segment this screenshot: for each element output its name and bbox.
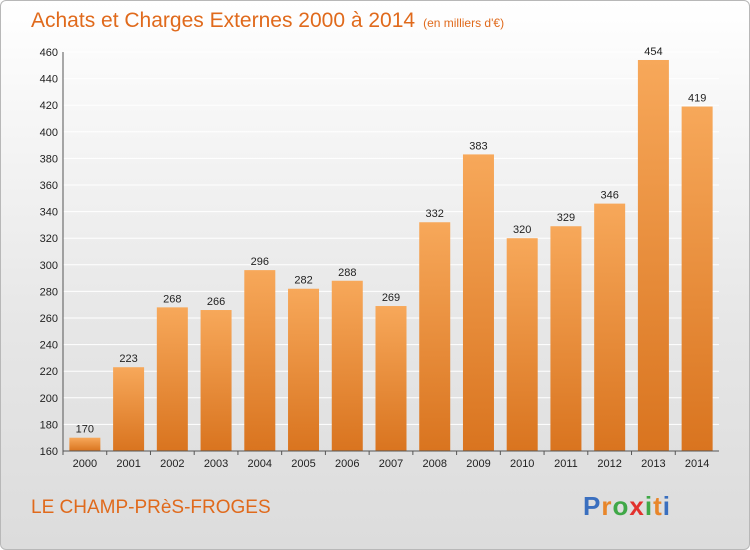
logo-letter: x [629, 491, 645, 521]
x-tick-label: 2006 [335, 458, 359, 470]
bar [200, 310, 232, 451]
chart-title-text: Achats et Charges Externes 2000 à 2014 [31, 9, 416, 32]
bar [637, 59, 669, 451]
bar [244, 270, 276, 451]
y-tick-label: 160 [40, 446, 58, 458]
axes [62, 52, 719, 452]
y-tick-label: 220 [40, 366, 58, 378]
x-tick-labels: 2000 2001 2002 2003 2004 2005 2006 2007 2008 2009… [62, 451, 709, 470]
value-label: 329 [557, 212, 575, 224]
y-tick-label: 200 [40, 393, 58, 405]
y-tick-label: 340 [40, 207, 58, 219]
bar [69, 437, 101, 451]
y-tick-label: 180 [40, 419, 58, 431]
y-tick-label: 420 [40, 100, 58, 112]
logo-letter: P [583, 491, 602, 521]
bars [69, 59, 713, 451]
value-label: 223 [119, 353, 137, 365]
logo-letter: i [662, 491, 671, 521]
x-tick-label: 2002 [160, 458, 184, 470]
logo-letter: r [601, 491, 613, 521]
bar [288, 288, 320, 451]
value-label: 419 [688, 93, 706, 105]
bar [331, 280, 363, 451]
value-label: 454 [644, 46, 662, 58]
bar [681, 106, 713, 451]
bar [375, 306, 407, 451]
y-tick-labels: 160 180 200 220 240 260 280 300 320 340 360 380 400 4… [40, 47, 58, 458]
x-tick-label: 2009 [466, 458, 490, 470]
value-label: 288 [338, 267, 356, 279]
value-label: 170 [76, 424, 94, 436]
bar [550, 226, 582, 451]
value-label: 268 [163, 293, 181, 305]
x-tick-label: 2013 [641, 458, 665, 470]
x-tick-label: 2000 [73, 458, 97, 470]
x-tick-label: 2007 [379, 458, 403, 470]
x-tick-label: 2011 [554, 458, 578, 470]
value-label: 383 [469, 140, 487, 152]
x-tick-label: 2008 [422, 458, 446, 470]
value-labels: 170 223 268 266 296 282 288 269 332 383 320 329 346 4… [76, 46, 707, 436]
value-label: 346 [600, 190, 618, 202]
y-tick-label: 380 [40, 153, 58, 165]
chart-unit: (en milliers d'€) [423, 16, 505, 30]
bar [462, 154, 494, 451]
x-tick-label: 2001 [116, 458, 140, 470]
x-tick-label: 2010 [510, 458, 534, 470]
bar [419, 222, 451, 451]
bar [113, 367, 145, 451]
y-tick-label: 240 [40, 340, 58, 352]
x-tick-label: 2004 [248, 458, 272, 470]
x-tick-label: 2003 [204, 458, 228, 470]
x-tick-label: 2014 [685, 458, 709, 470]
logo-letter: t [653, 491, 663, 521]
bar [594, 203, 626, 451]
x-tick-label: 2012 [597, 458, 621, 470]
value-label: 320 [513, 224, 531, 236]
value-label: 282 [294, 275, 312, 287]
y-tick-label: 280 [40, 286, 58, 298]
value-label: 296 [251, 256, 269, 268]
x-tick-label: 2005 [291, 458, 315, 470]
commune-name: LE CHAMP-PRèS-FROGES [31, 497, 271, 518]
y-tick-label: 260 [40, 313, 58, 325]
bar [156, 307, 188, 451]
bar [506, 238, 538, 451]
y-tick-label: 440 [40, 74, 58, 86]
value-label: 269 [382, 292, 400, 304]
y-tick-label: 360 [40, 180, 58, 192]
y-tick-label: 400 [40, 127, 58, 139]
proxiti-logo: Proxiti [583, 491, 671, 522]
value-label: 266 [207, 296, 225, 308]
value-label: 332 [426, 208, 444, 220]
logo-letter: i [644, 491, 654, 521]
y-tick-label: 300 [40, 260, 58, 272]
y-tick-label: 320 [40, 233, 58, 245]
chart-title: Achats et Charges Externes 2000 à 2014 (e… [31, 9, 504, 33]
logo-letter: o [612, 491, 630, 521]
y-tick-label: 460 [40, 47, 58, 59]
